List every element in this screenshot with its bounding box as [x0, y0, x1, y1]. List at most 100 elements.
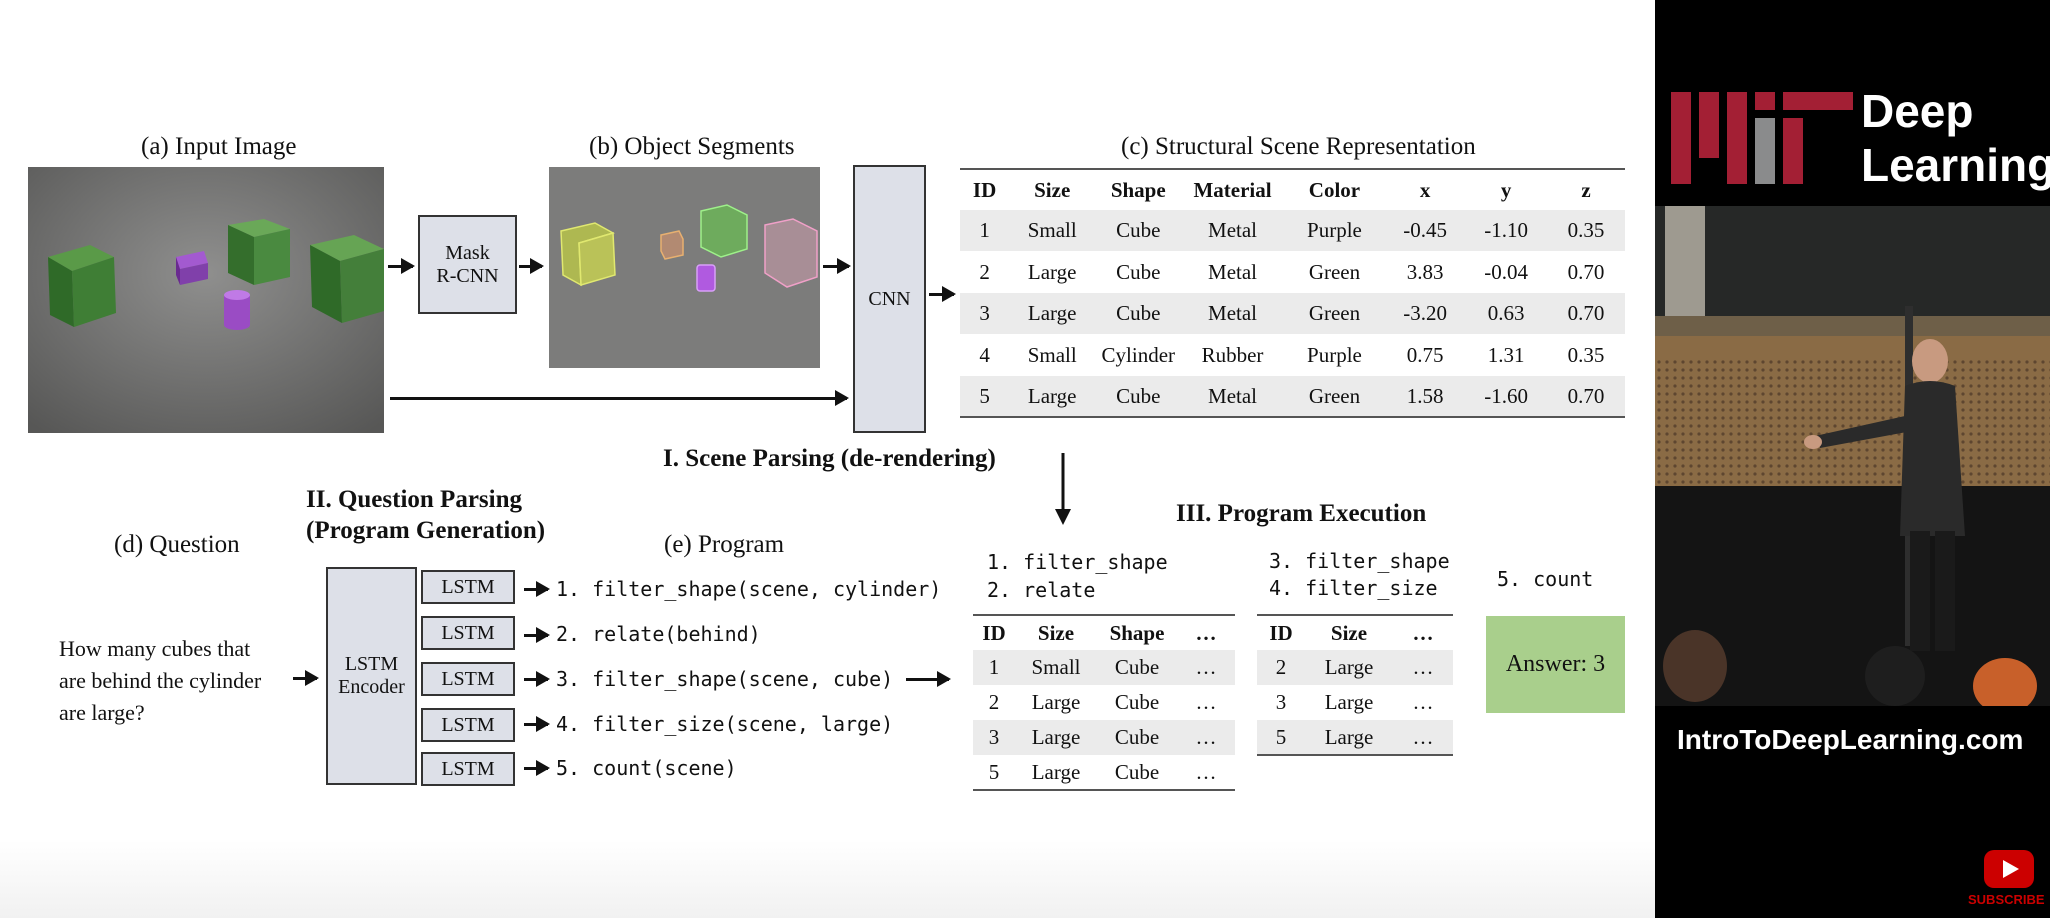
cell: Cube — [1097, 720, 1177, 755]
cell: Large — [1031, 690, 1081, 714]
cell: Green — [1283, 376, 1386, 417]
lstm-label: LSTM — [441, 713, 495, 736]
encoder-label-1: LSTM — [344, 653, 399, 675]
cell: Purple — [1283, 210, 1386, 251]
website-url[interactable]: IntroToDeepLearning.com — [1677, 724, 2024, 755]
execution-table-2: ID Size … 2 Large … 3 Large … 5 Large … — [1257, 614, 1453, 756]
youtube-play-icon — [1984, 850, 2034, 888]
caption-object-segments: (b) Object Segments — [589, 133, 795, 160]
arrow-image-to-mask — [388, 258, 415, 274]
cell: 2 — [979, 259, 990, 284]
arrow-down-to-execution — [1054, 453, 1072, 525]
mit-logo — [1671, 92, 1853, 184]
arrow-cnn-to-table — [929, 286, 956, 302]
cell: Cube — [1095, 376, 1182, 417]
table-row: 1 Small Cube … — [973, 650, 1235, 685]
cell: Small — [1015, 650, 1097, 685]
object-segments-image — [549, 167, 820, 368]
execution-table-1: ID Size Shape … 1 Small Cube … 2 Large C… — [973, 614, 1235, 791]
cell: -1.60 — [1465, 376, 1548, 417]
cell: 0.75 — [1406, 342, 1444, 367]
cell: Metal — [1181, 210, 1284, 251]
cell: 0.70 — [1547, 293, 1625, 334]
lecture-video-frame — [1655, 206, 2050, 714]
table-row: 2 Large … — [1257, 650, 1453, 685]
cell: 3 — [960, 293, 1010, 334]
cell: … — [1177, 650, 1235, 685]
lstm-label: LSTM — [441, 667, 495, 690]
cell: Purple — [1307, 342, 1362, 367]
speaker-video-panel: Deep Learning IntroToDeepLearning — [1655, 0, 2050, 918]
header-ellipsis: … — [1195, 620, 1217, 645]
cell: 1 — [973, 650, 1015, 685]
stage-2-title-line-2: (Program Generation) — [306, 517, 546, 544]
cell: Large — [1027, 259, 1077, 284]
lstm-decoder-box: LSTM — [421, 570, 515, 604]
header-id: ID — [982, 620, 1006, 645]
arrow-lstm-to-program — [524, 716, 550, 732]
cell: 5 — [988, 759, 1000, 784]
encoder-label-2: Encoder — [338, 676, 405, 698]
cell: … — [1393, 720, 1453, 755]
cell: 0.70 — [1547, 376, 1625, 417]
arrow-mask-to-segments — [519, 258, 544, 274]
cell: Small — [1027, 342, 1077, 367]
input-image — [28, 167, 384, 433]
header-y: y — [1500, 177, 1512, 202]
cell: 0.35 — [1567, 342, 1605, 367]
lstm-decoder-box: LSTM — [421, 616, 515, 650]
cell: Cube — [1095, 210, 1182, 251]
arrow-lstm-to-program — [524, 581, 550, 597]
header-shape: Shape — [1109, 620, 1165, 645]
answer-box: Answer: 3 — [1486, 616, 1625, 713]
program-line: 1. filter_shape(scene, cylinder) — [556, 577, 942, 601]
program-line: 5. count(scene) — [556, 756, 737, 780]
cell: 3 — [973, 720, 1015, 755]
cell: Cube — [1114, 759, 1160, 784]
cell: Large — [1031, 759, 1081, 784]
header-color: Color — [1308, 177, 1361, 202]
mask-rcnn-label-1: Mask — [445, 241, 490, 264]
subscribe-button[interactable]: SUBSCRIBE — [1960, 850, 2050, 914]
header-size: Size — [1330, 620, 1368, 645]
cell: … — [1393, 650, 1453, 685]
lstm-encoder-box: LSTM Encoder — [326, 567, 417, 785]
mask-rcnn-label-2: R-CNN — [436, 264, 499, 287]
cell: Metal — [1181, 293, 1284, 334]
cell: Cylinder — [1101, 342, 1176, 367]
question-text: How many cubes that are behind the cylin… — [59, 633, 261, 729]
exec-step-label: 4. filter_size — [1269, 576, 1438, 600]
stage-1-title: I. Scene Parsing (de-rendering) — [663, 445, 996, 472]
logo-text-deep: Deep — [1861, 85, 1974, 137]
scene-representation-table: ID Size Shape Material Color x y z 1 Sma… — [960, 168, 1625, 418]
cell: Cube — [1097, 650, 1177, 685]
program-line: 2. relate(behind) — [556, 622, 761, 646]
cell: -0.45 — [1385, 210, 1466, 251]
arrow-lstm-to-program — [524, 671, 550, 687]
cell: Large — [1015, 720, 1097, 755]
arrow-lstm-to-program — [524, 627, 550, 643]
lstm-label: LSTM — [441, 757, 495, 780]
caption-scene-representation: (c) Structural Scene Representation — [1121, 133, 1476, 160]
lstm-decoder-box: LSTM — [421, 708, 515, 742]
table-header-row: ID Size Shape Material Color x y z — [960, 169, 1625, 210]
cell: … — [1177, 720, 1235, 755]
arrow-question-to-encoder — [293, 670, 319, 686]
lstm-decoder-box: LSTM — [421, 662, 515, 696]
cell: Large — [1009, 376, 1096, 417]
header-shape: Shape — [1110, 177, 1166, 202]
table-row: 2 Large Cube … — [973, 685, 1235, 720]
logo-text-learning: Learning — [1861, 139, 2050, 191]
caption-question: (d) Question — [114, 531, 240, 558]
cell: Large — [1324, 690, 1374, 714]
caption-program: (e) Program — [664, 531, 785, 558]
cell: 2 — [988, 690, 1000, 714]
table-row: 5 Large Cube Metal Green 1.58 -1.60 0.70 — [960, 376, 1625, 417]
arrow-program-to-execution — [906, 671, 951, 687]
table-row: 3 Large … — [1257, 685, 1453, 720]
cell: Cube — [1116, 259, 1161, 284]
lstm-label: LSTM — [441, 575, 495, 598]
cell: 1.58 — [1385, 376, 1466, 417]
cell: 2 — [1257, 650, 1305, 685]
cell: Rubber — [1201, 342, 1264, 367]
